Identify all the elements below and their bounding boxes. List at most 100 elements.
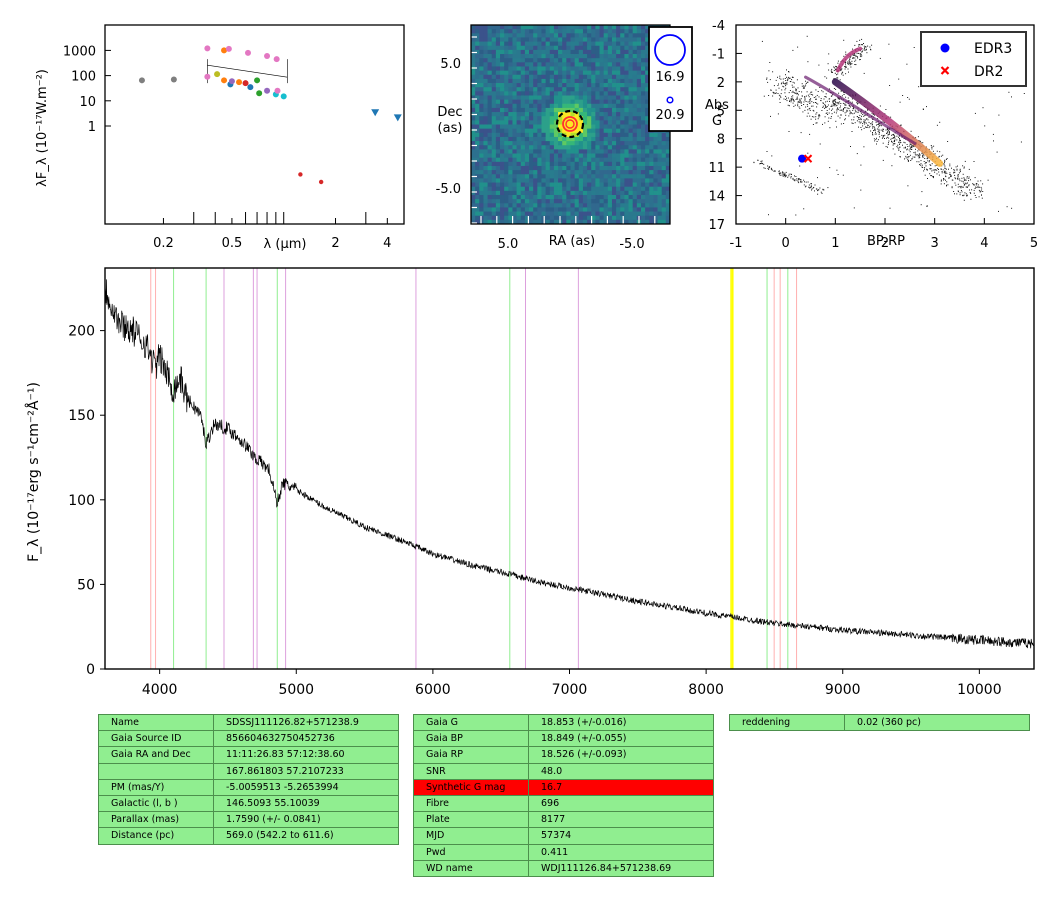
hr-star-dot: [764, 167, 766, 169]
image-pixel: [645, 107, 650, 113]
image-pixel: [508, 54, 513, 59]
image-pixel: [574, 41, 580, 47]
image-pixel: [533, 74, 538, 80]
hr-star-dot: [798, 178, 800, 180]
image-pixel: [475, 128, 480, 134]
image-pixel: [529, 136, 534, 142]
image-pixel: [636, 66, 642, 72]
image-pixel: [479, 87, 484, 92]
hr-star-dot: [903, 147, 905, 149]
image-pixel: [500, 132, 505, 138]
image-pixel: [640, 157, 646, 163]
hr-star-dot: [832, 100, 834, 102]
sed-y-tick-label: 1: [88, 120, 96, 135]
image-pixel: [645, 58, 650, 63]
hr-star-dot: [783, 174, 785, 176]
image-pixel: [491, 112, 497, 117]
image-pixel: [582, 70, 588, 76]
image-pixel: [520, 128, 526, 134]
image-pixel: [628, 62, 634, 67]
image-pixel: [645, 141, 650, 146]
hr-star-dot: [808, 96, 810, 98]
table-key-cell: WD name: [413, 859, 529, 877]
hr-star-dot: [963, 177, 965, 179]
image-pixel: [495, 116, 501, 121]
image-pixel: [653, 219, 658, 225]
image-pixel: [508, 37, 513, 42]
image-pixel: [611, 136, 617, 142]
hr-star-dot: [795, 99, 797, 100]
image-pixel: [607, 99, 613, 105]
hr-star-dot: [891, 137, 893, 139]
image-pixel: [545, 99, 551, 105]
image-pixel: [504, 91, 509, 96]
image-pixel: [645, 165, 650, 171]
image-pixel: [495, 199, 501, 204]
image-pixel: [640, 62, 646, 67]
hr-star-dot: [899, 135, 900, 137]
image-pixel: [533, 37, 538, 42]
image-pixel: [628, 78, 634, 84]
hr-star-dot: [962, 186, 964, 188]
hr-star-dot: [849, 62, 851, 64]
hr-star-dot: [954, 169, 956, 171]
image-pixel: [475, 33, 480, 38]
image-pixel: [566, 49, 571, 55]
image-pixel: [640, 66, 646, 72]
image-pixel: [491, 41, 497, 47]
image-pixel: [471, 219, 476, 225]
hr-star-dot: [844, 66, 846, 68]
hr-star-dot: [876, 124, 877, 126]
hr-star-dot: [973, 183, 975, 185]
image-pixel: [607, 124, 613, 130]
image-pixel: [520, 112, 526, 117]
image-pixel: [508, 70, 513, 76]
image-pixel: [632, 107, 638, 113]
image-pixel: [582, 128, 588, 134]
image-pixel: [549, 182, 555, 188]
image-pixel: [533, 54, 538, 59]
hr-star-dot: [878, 132, 880, 134]
image-pixel: [516, 194, 522, 200]
image-pixel: [558, 132, 563, 138]
image-pixel: [640, 190, 646, 196]
image-pixel: [620, 58, 625, 63]
image-pixel: [562, 112, 567, 117]
image-pixel: [620, 120, 625, 125]
image-pixel: [603, 37, 609, 42]
image-pixel: [578, 103, 584, 109]
image-pixel: [479, 83, 484, 88]
image-pixel: [578, 165, 584, 171]
image-pixel: [645, 70, 650, 76]
image-pixel: [508, 132, 513, 138]
spectrum-y-tick-label: 200: [68, 324, 95, 340]
image-pixel: [516, 136, 522, 142]
hr-star-dot: [915, 137, 917, 139]
image-pixel: [620, 62, 625, 67]
image-pixel: [562, 41, 567, 47]
hr-star-dot: [867, 109, 869, 111]
image-pixel: [549, 66, 555, 72]
image-pixel: [578, 153, 584, 159]
hr-star-dot: [797, 94, 799, 96]
image-pixel: [487, 41, 493, 47]
image-pixel: [512, 182, 518, 188]
image-pixel: [537, 207, 542, 212]
image-pixel: [640, 95, 646, 101]
image-pixel: [553, 49, 559, 55]
hr-star-dot: [854, 122, 856, 124]
image-pixel: [471, 45, 476, 51]
image-y-tick-label: -5.0: [436, 182, 461, 197]
image-pixel: [500, 74, 505, 80]
image-pixel: [620, 66, 625, 72]
image-pixel: [616, 178, 621, 183]
image-pixel: [545, 136, 551, 142]
image-pixel: [582, 165, 588, 171]
image-pixel: [620, 128, 625, 134]
image-pixel: [500, 87, 505, 92]
image-pixel: [587, 186, 592, 192]
image-pixel: [558, 174, 563, 179]
hr-star-dot: [803, 208, 805, 210]
hr-star-dot: [805, 101, 807, 102]
image-pixel: [558, 149, 563, 154]
